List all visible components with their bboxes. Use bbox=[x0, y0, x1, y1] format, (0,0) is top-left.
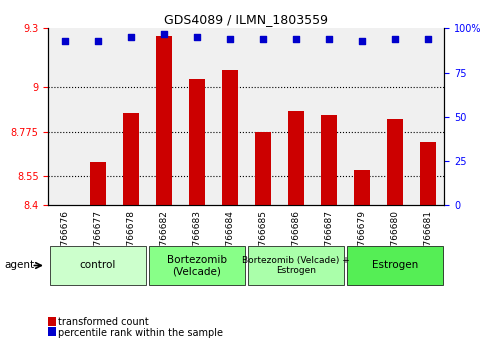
Text: Bortezomib
(Velcade): Bortezomib (Velcade) bbox=[167, 255, 227, 276]
Point bbox=[391, 36, 399, 42]
Bar bbox=[188, 79, 205, 205]
Text: Estrogen: Estrogen bbox=[372, 261, 418, 270]
Bar bbox=[386, 119, 403, 205]
Bar bbox=[354, 170, 370, 205]
FancyBboxPatch shape bbox=[347, 246, 443, 285]
Bar bbox=[156, 36, 172, 205]
FancyBboxPatch shape bbox=[248, 246, 344, 285]
Point bbox=[358, 38, 366, 44]
Bar bbox=[287, 111, 304, 205]
Title: GDS4089 / ILMN_1803559: GDS4089 / ILMN_1803559 bbox=[164, 13, 328, 26]
Point bbox=[127, 34, 135, 40]
Point bbox=[226, 36, 234, 42]
Bar bbox=[89, 162, 106, 205]
Text: transformed count: transformed count bbox=[58, 317, 149, 327]
Bar bbox=[222, 70, 238, 205]
Point bbox=[424, 36, 432, 42]
Point bbox=[61, 38, 69, 44]
Point bbox=[160, 31, 168, 36]
Bar bbox=[321, 115, 337, 205]
Point bbox=[193, 34, 201, 40]
Text: percentile rank within the sample: percentile rank within the sample bbox=[58, 328, 223, 338]
Bar bbox=[123, 113, 139, 205]
Text: Bortezomib (Velcade) +
Estrogen: Bortezomib (Velcade) + Estrogen bbox=[242, 256, 350, 275]
Point bbox=[94, 38, 102, 44]
Point bbox=[292, 36, 299, 42]
Text: control: control bbox=[80, 261, 116, 270]
Text: agent: agent bbox=[5, 261, 35, 270]
FancyBboxPatch shape bbox=[149, 246, 245, 285]
Point bbox=[325, 36, 333, 42]
Point bbox=[259, 36, 267, 42]
Bar bbox=[255, 132, 271, 205]
FancyBboxPatch shape bbox=[50, 246, 146, 285]
Bar bbox=[420, 142, 436, 205]
